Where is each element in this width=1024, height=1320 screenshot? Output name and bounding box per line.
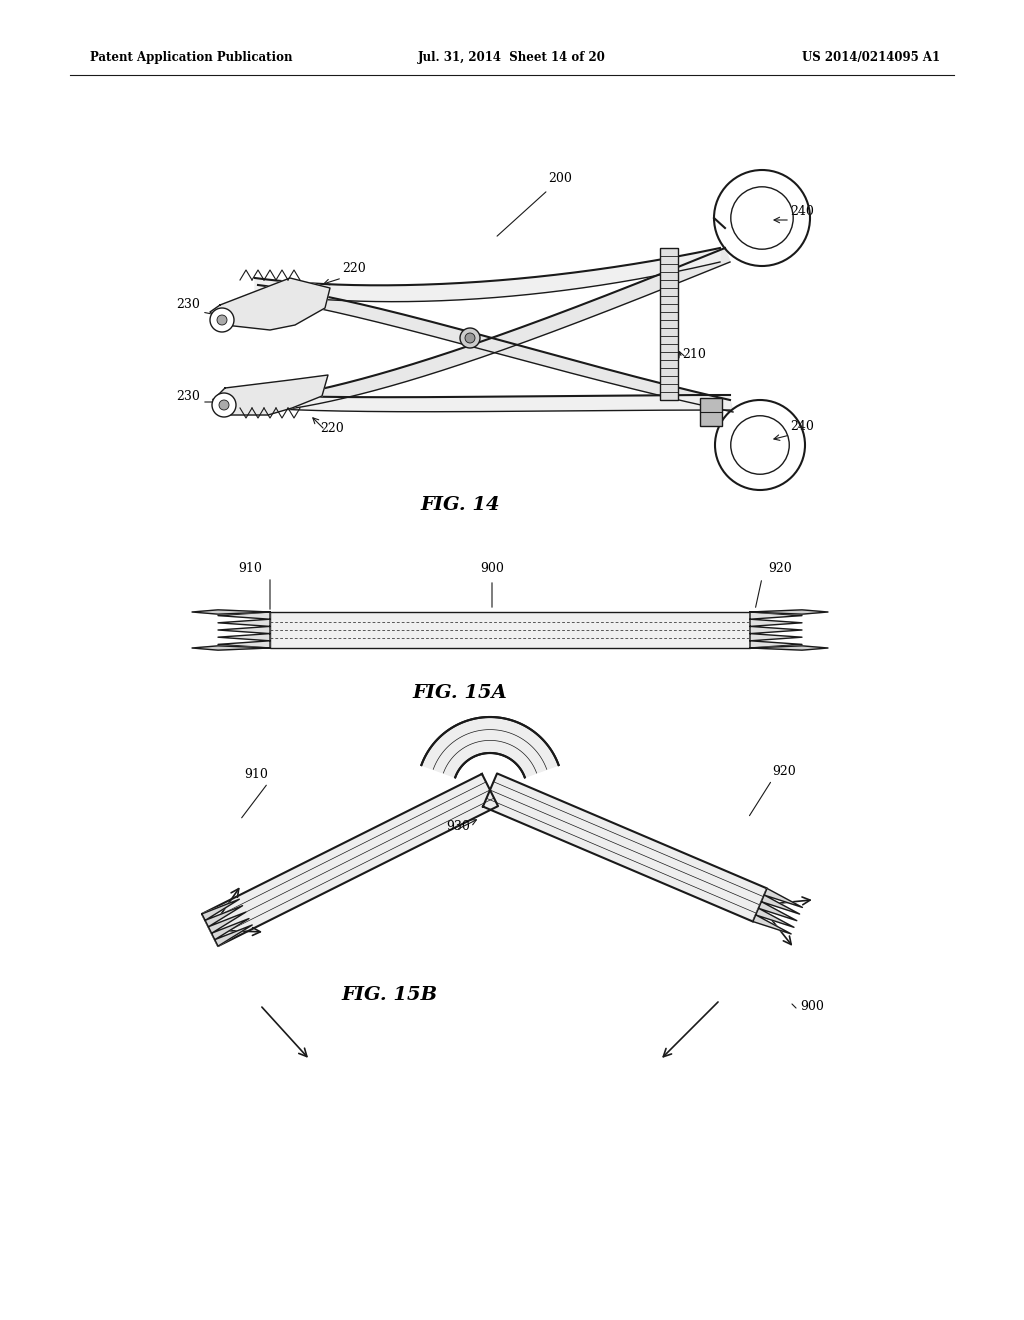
Bar bbox=[660, 248, 678, 400]
Polygon shape bbox=[202, 899, 252, 946]
Text: 210: 210 bbox=[682, 348, 706, 360]
Text: 220: 220 bbox=[342, 261, 366, 275]
Text: 900: 900 bbox=[480, 562, 504, 576]
Polygon shape bbox=[750, 610, 828, 614]
Circle shape bbox=[212, 393, 236, 417]
Polygon shape bbox=[750, 645, 828, 651]
Circle shape bbox=[460, 327, 480, 348]
Polygon shape bbox=[260, 395, 730, 412]
Text: 240: 240 bbox=[790, 205, 814, 218]
Polygon shape bbox=[260, 248, 730, 412]
Text: 910: 910 bbox=[244, 768, 268, 781]
Polygon shape bbox=[422, 717, 559, 777]
Text: Patent Application Publication: Patent Application Publication bbox=[90, 51, 293, 65]
Polygon shape bbox=[213, 375, 328, 414]
Text: 220: 220 bbox=[319, 422, 344, 436]
Bar bbox=[700, 399, 722, 426]
Text: 930: 930 bbox=[446, 820, 470, 833]
Text: 920: 920 bbox=[768, 562, 792, 576]
Text: FIG. 14: FIG. 14 bbox=[420, 496, 500, 513]
Text: Jul. 31, 2014  Sheet 14 of 20: Jul. 31, 2014 Sheet 14 of 20 bbox=[418, 51, 606, 65]
Text: 910: 910 bbox=[239, 562, 262, 576]
Polygon shape bbox=[753, 888, 803, 935]
Circle shape bbox=[217, 315, 227, 325]
Polygon shape bbox=[255, 248, 720, 302]
Circle shape bbox=[219, 400, 229, 411]
Polygon shape bbox=[193, 645, 270, 651]
Polygon shape bbox=[218, 612, 270, 648]
Text: 920: 920 bbox=[772, 766, 796, 777]
Text: 230: 230 bbox=[176, 298, 200, 312]
Polygon shape bbox=[210, 279, 330, 330]
Bar bbox=[270, 612, 750, 648]
Polygon shape bbox=[193, 610, 270, 614]
Text: 200: 200 bbox=[548, 172, 571, 185]
Text: 240: 240 bbox=[790, 420, 814, 433]
Text: FIG. 15A: FIG. 15A bbox=[413, 684, 507, 702]
Polygon shape bbox=[258, 285, 733, 412]
Polygon shape bbox=[750, 612, 802, 648]
Text: 230: 230 bbox=[176, 389, 200, 403]
Polygon shape bbox=[483, 774, 767, 921]
Text: 900: 900 bbox=[800, 1001, 824, 1012]
Text: FIG. 15B: FIG. 15B bbox=[342, 986, 438, 1005]
Polygon shape bbox=[202, 774, 498, 946]
Circle shape bbox=[465, 333, 475, 343]
Circle shape bbox=[210, 308, 234, 333]
Text: US 2014/0214095 A1: US 2014/0214095 A1 bbox=[802, 51, 940, 65]
